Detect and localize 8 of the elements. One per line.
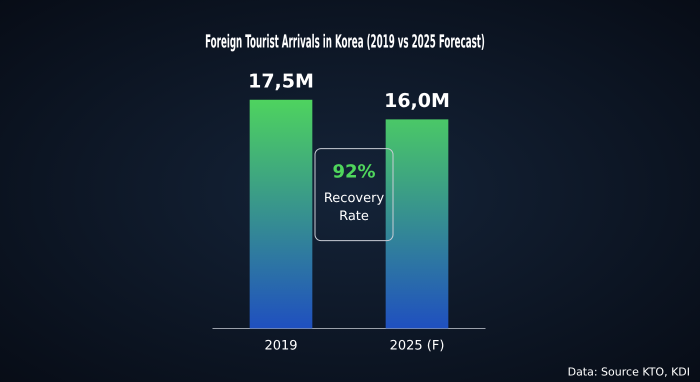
annotation: 92% bbox=[332, 161, 376, 182]
annotation: Recovery Rate bbox=[324, 190, 384, 224]
x-tick-label: 2025 (F) bbox=[390, 338, 444, 354]
chart-title: Foreign Tourist Arrivals in Korea (2019 vs 2025 Forecast) bbox=[205, 32, 485, 53]
data-label: 16,0M bbox=[384, 90, 450, 112]
x-tick-label: 2019 bbox=[264, 338, 298, 354]
data-label: 17,5M bbox=[248, 70, 314, 93]
text: Data: Source KTO, KDI bbox=[568, 365, 690, 378]
